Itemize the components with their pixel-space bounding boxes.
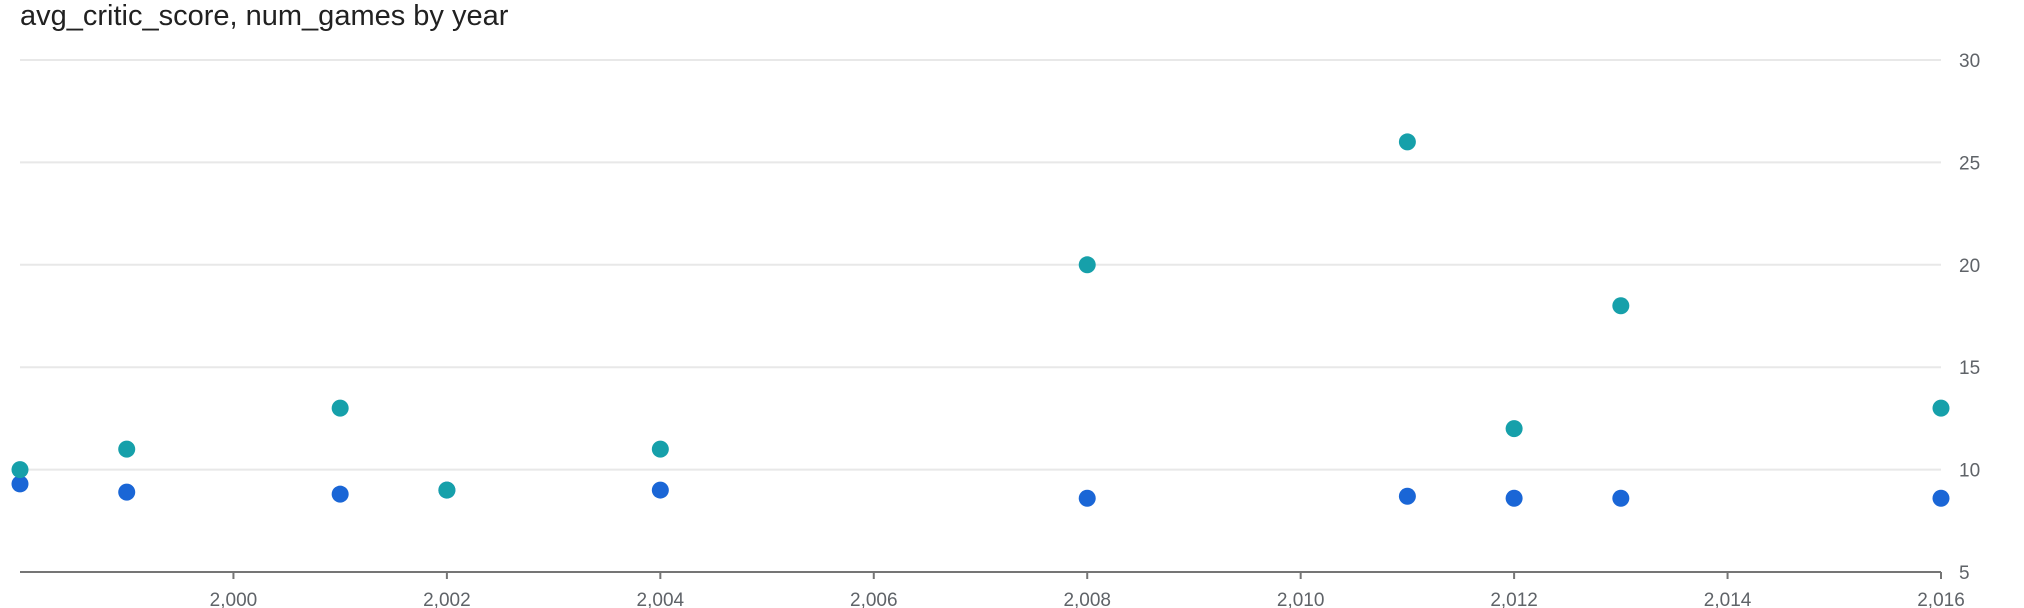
y-tick-label: 10 — [1959, 461, 1980, 482]
x-tick-label: 2,004 — [637, 590, 685, 608]
data-point-series-2 — [11, 461, 29, 479]
x-tick-label: 2,006 — [850, 590, 898, 608]
data-point-series-2 — [1932, 399, 1950, 417]
data-point-series-2 — [331, 399, 349, 417]
x-axis-ticks: 2,000 2,002 2,004 2,006 2,008 2,010 2,012 2,014… — [210, 572, 1965, 608]
data-point-series-2 — [1398, 133, 1416, 151]
chart-title: avg_critic_score, num_games by year — [20, 0, 509, 32]
data-point-series-2 — [651, 440, 669, 458]
data-point-series-2 — [1078, 256, 1096, 274]
data-point-series-1 — [118, 483, 136, 501]
data-point-series-1 — [331, 485, 349, 503]
data-points — [11, 133, 1950, 507]
data-point-series-1 — [1078, 489, 1096, 507]
data-point-series-1 — [1612, 489, 1630, 507]
x-tick-label: 2,000 — [210, 590, 258, 608]
data-point-series-2 — [1505, 420, 1523, 438]
y-tick-label: 25 — [1959, 153, 1980, 174]
y-tick-label: 5 — [1959, 563, 1970, 584]
x-tick-label: 2,016 — [1917, 590, 1965, 608]
x-tick-label: 2,014 — [1704, 590, 1752, 608]
y-tick-label: 20 — [1959, 256, 1980, 277]
x-tick-label: 2,010 — [1277, 590, 1325, 608]
data-point-series-2 — [438, 481, 456, 499]
y-tick-label: 15 — [1959, 358, 1980, 379]
data-point-series-1 — [651, 481, 669, 499]
data-point-series-1 — [1505, 489, 1523, 507]
data-point-series-1 — [1398, 487, 1416, 505]
y-axis-ticks: 5 10 15 20 25 30 — [1959, 51, 1980, 584]
x-tick-label: 2,008 — [1063, 590, 1111, 608]
y-tick-label: 30 — [1959, 51, 1980, 72]
data-point-series-1 — [11, 475, 29, 493]
x-tick-label: 2,012 — [1490, 590, 1538, 608]
data-point-series-2 — [118, 440, 136, 458]
gridlines — [20, 59, 1941, 471]
data-point-series-2 — [1612, 297, 1630, 315]
x-tick-label: 2,002 — [423, 590, 471, 608]
data-point-series-1 — [1932, 489, 1950, 507]
